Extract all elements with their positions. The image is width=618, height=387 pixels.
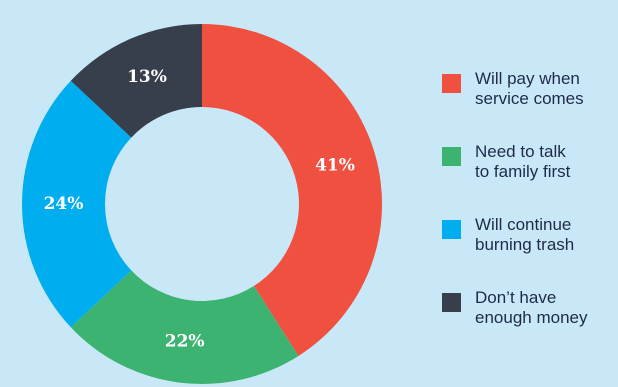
legend-item-not-enough-money: Don’t have enough money <box>442 287 618 360</box>
legend-label-talk-to-family: Need to talk to family first <box>475 142 571 181</box>
legend: Will pay when service comes Need to talk… <box>442 68 618 360</box>
legend-label-burning-trash: Will continue burning trash <box>475 215 575 254</box>
slice-value-label-need-to-talk-to-family-first: 22% <box>165 331 205 351</box>
legend-label-not-enough-money: Don’t have enough money <box>475 288 588 327</box>
slice-value-label-will-pay-when-service-comes: 41% <box>315 155 355 175</box>
slice-value-label-will-continue-burning-trash: 24% <box>44 194 84 214</box>
legend-swatch-burning-trash <box>442 220 461 239</box>
legend-item-burning-trash: Will continue burning trash <box>442 214 618 287</box>
slice-value-label-don-t-have-enough-money: 13% <box>127 67 167 87</box>
legend-item-will-pay: Will pay when service comes <box>442 68 618 141</box>
legend-swatch-will-pay <box>442 74 461 93</box>
donut-slice-don-t-have-enough-money <box>70 24 202 138</box>
legend-item-talk-to-family: Need to talk to family first <box>442 141 618 214</box>
donut-slice-will-continue-burning-trash <box>21 80 132 328</box>
legend-label-will-pay: Will pay when service comes <box>475 69 584 108</box>
donut-slice-will-pay-when-service-comes <box>202 24 383 356</box>
legend-swatch-not-enough-money <box>442 293 461 312</box>
legend-swatch-talk-to-family <box>442 147 461 166</box>
donut-slice-need-to-talk-to-family-first <box>70 270 299 385</box>
